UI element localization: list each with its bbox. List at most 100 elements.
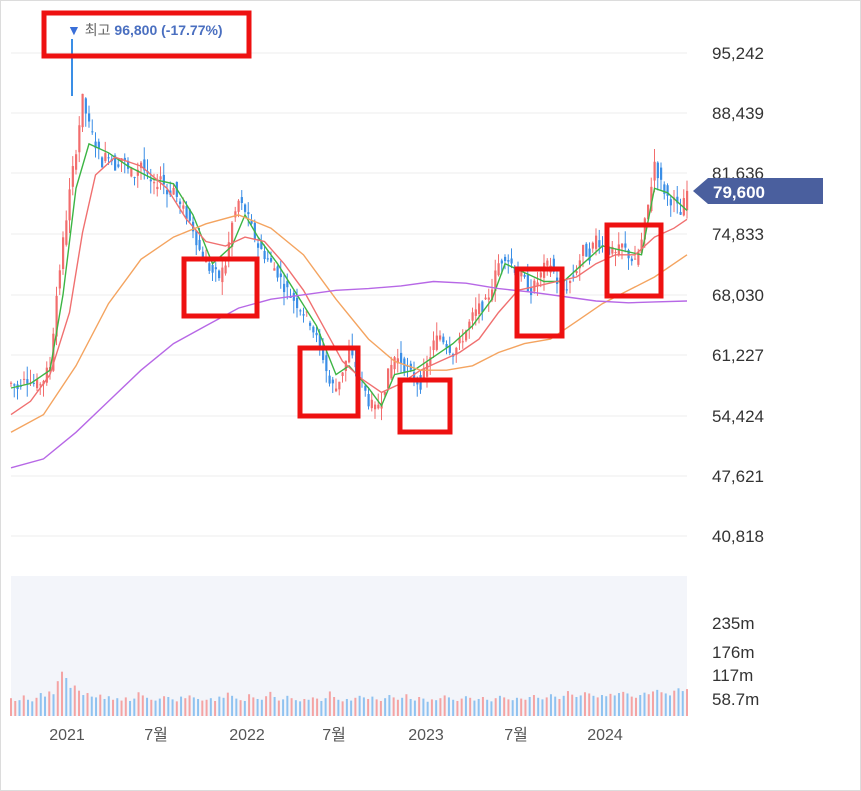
candle-body	[237, 200, 240, 212]
volume-bar	[422, 698, 425, 716]
volume-bar	[141, 695, 144, 716]
volume-bar	[418, 697, 421, 716]
candle-body	[195, 230, 198, 246]
volume-bar	[409, 698, 412, 716]
candle-body	[97, 141, 100, 149]
candle-body	[653, 161, 656, 181]
volume-bar	[265, 696, 268, 716]
volume-bar	[520, 698, 523, 716]
candle-body	[208, 263, 211, 271]
volume-bar	[639, 695, 642, 716]
candle-body	[234, 211, 237, 218]
candle-body	[640, 239, 643, 253]
volume-bar	[163, 696, 166, 716]
candle-body	[643, 218, 646, 240]
volume-bar	[188, 695, 191, 716]
volume-bar	[311, 697, 314, 716]
volume-bar	[668, 695, 671, 716]
volume-bar	[664, 693, 667, 716]
candle-body	[227, 242, 230, 258]
candle-body	[240, 197, 243, 203]
volume-bar	[273, 697, 276, 716]
candle-body	[123, 157, 126, 161]
volume-bar	[358, 695, 361, 716]
volume-bar	[248, 694, 251, 716]
candle-body	[331, 379, 334, 384]
candle-body	[491, 289, 494, 301]
candlesticks	[10, 93, 689, 421]
volume-bar	[124, 697, 127, 716]
candle-body	[247, 212, 250, 215]
volume-bar	[107, 696, 110, 716]
candle-body	[302, 314, 305, 316]
candle-body	[263, 250, 266, 260]
candle-body	[344, 360, 347, 371]
candle-body	[318, 333, 321, 346]
volume-bar	[405, 694, 408, 716]
volume-bar	[22, 695, 25, 716]
moving-average-lines	[10, 142, 688, 469]
time-tick-label: 2024	[587, 727, 623, 744]
volume-bar	[490, 701, 493, 716]
volume-bar	[137, 692, 140, 716]
volume-bar	[103, 698, 106, 716]
candle-body	[523, 274, 526, 277]
volume-bar	[14, 700, 17, 716]
volume-bar	[243, 700, 246, 716]
volume-bar	[464, 696, 467, 716]
volume-bar	[460, 698, 463, 716]
candle-body	[198, 239, 201, 250]
price-axis: 95,24288,43981,63674,83368,03061,22754,4…	[712, 44, 764, 546]
volume-bar	[367, 698, 370, 716]
candle-body	[578, 260, 581, 269]
candle-body	[201, 251, 204, 261]
candle-body	[286, 281, 289, 288]
candle-body	[117, 164, 120, 167]
volume-bar	[481, 697, 484, 716]
volume-bar	[269, 691, 272, 716]
volume-bar	[486, 699, 489, 716]
volume-bar	[209, 698, 212, 716]
volume-bar	[634, 697, 637, 716]
candle-body	[23, 378, 26, 380]
candle-body	[224, 265, 227, 274]
candle-body	[266, 258, 269, 260]
candle-body	[637, 252, 640, 265]
volume-bar	[592, 695, 595, 716]
volume-bar	[120, 700, 123, 716]
candle-body	[416, 380, 419, 385]
volume-bar	[31, 701, 34, 716]
volume-bar	[609, 693, 612, 716]
volume-bar	[362, 697, 365, 716]
candle-body	[283, 283, 286, 293]
volume-bar	[583, 692, 586, 716]
candle-body	[221, 267, 224, 283]
candle-body	[299, 310, 302, 312]
volume-bar	[673, 690, 676, 716]
candle-body	[445, 344, 448, 348]
moving-average-line	[10, 214, 688, 433]
candle-body	[494, 270, 497, 292]
candle-body	[474, 309, 477, 316]
candle-body	[504, 256, 507, 262]
time-tick-label: 2023	[408, 727, 444, 744]
candle-body	[611, 246, 614, 254]
candle-body	[62, 237, 65, 269]
price-tick-label: 47,621	[712, 467, 764, 486]
volume-bar	[78, 690, 81, 716]
candle-body	[413, 372, 416, 382]
volume-bar	[154, 700, 157, 716]
volume-bar	[307, 699, 310, 716]
volume-bar	[401, 697, 404, 716]
candle-body	[458, 337, 461, 344]
volume-bar	[452, 699, 455, 716]
candle-body	[162, 174, 165, 185]
volume-bar	[524, 699, 527, 716]
current-price-tag: 79,600	[693, 178, 823, 204]
candle-body	[510, 258, 513, 264]
highlight-box-early-2024	[604, 222, 664, 299]
candle-body	[276, 266, 279, 278]
candle-body	[172, 187, 175, 195]
